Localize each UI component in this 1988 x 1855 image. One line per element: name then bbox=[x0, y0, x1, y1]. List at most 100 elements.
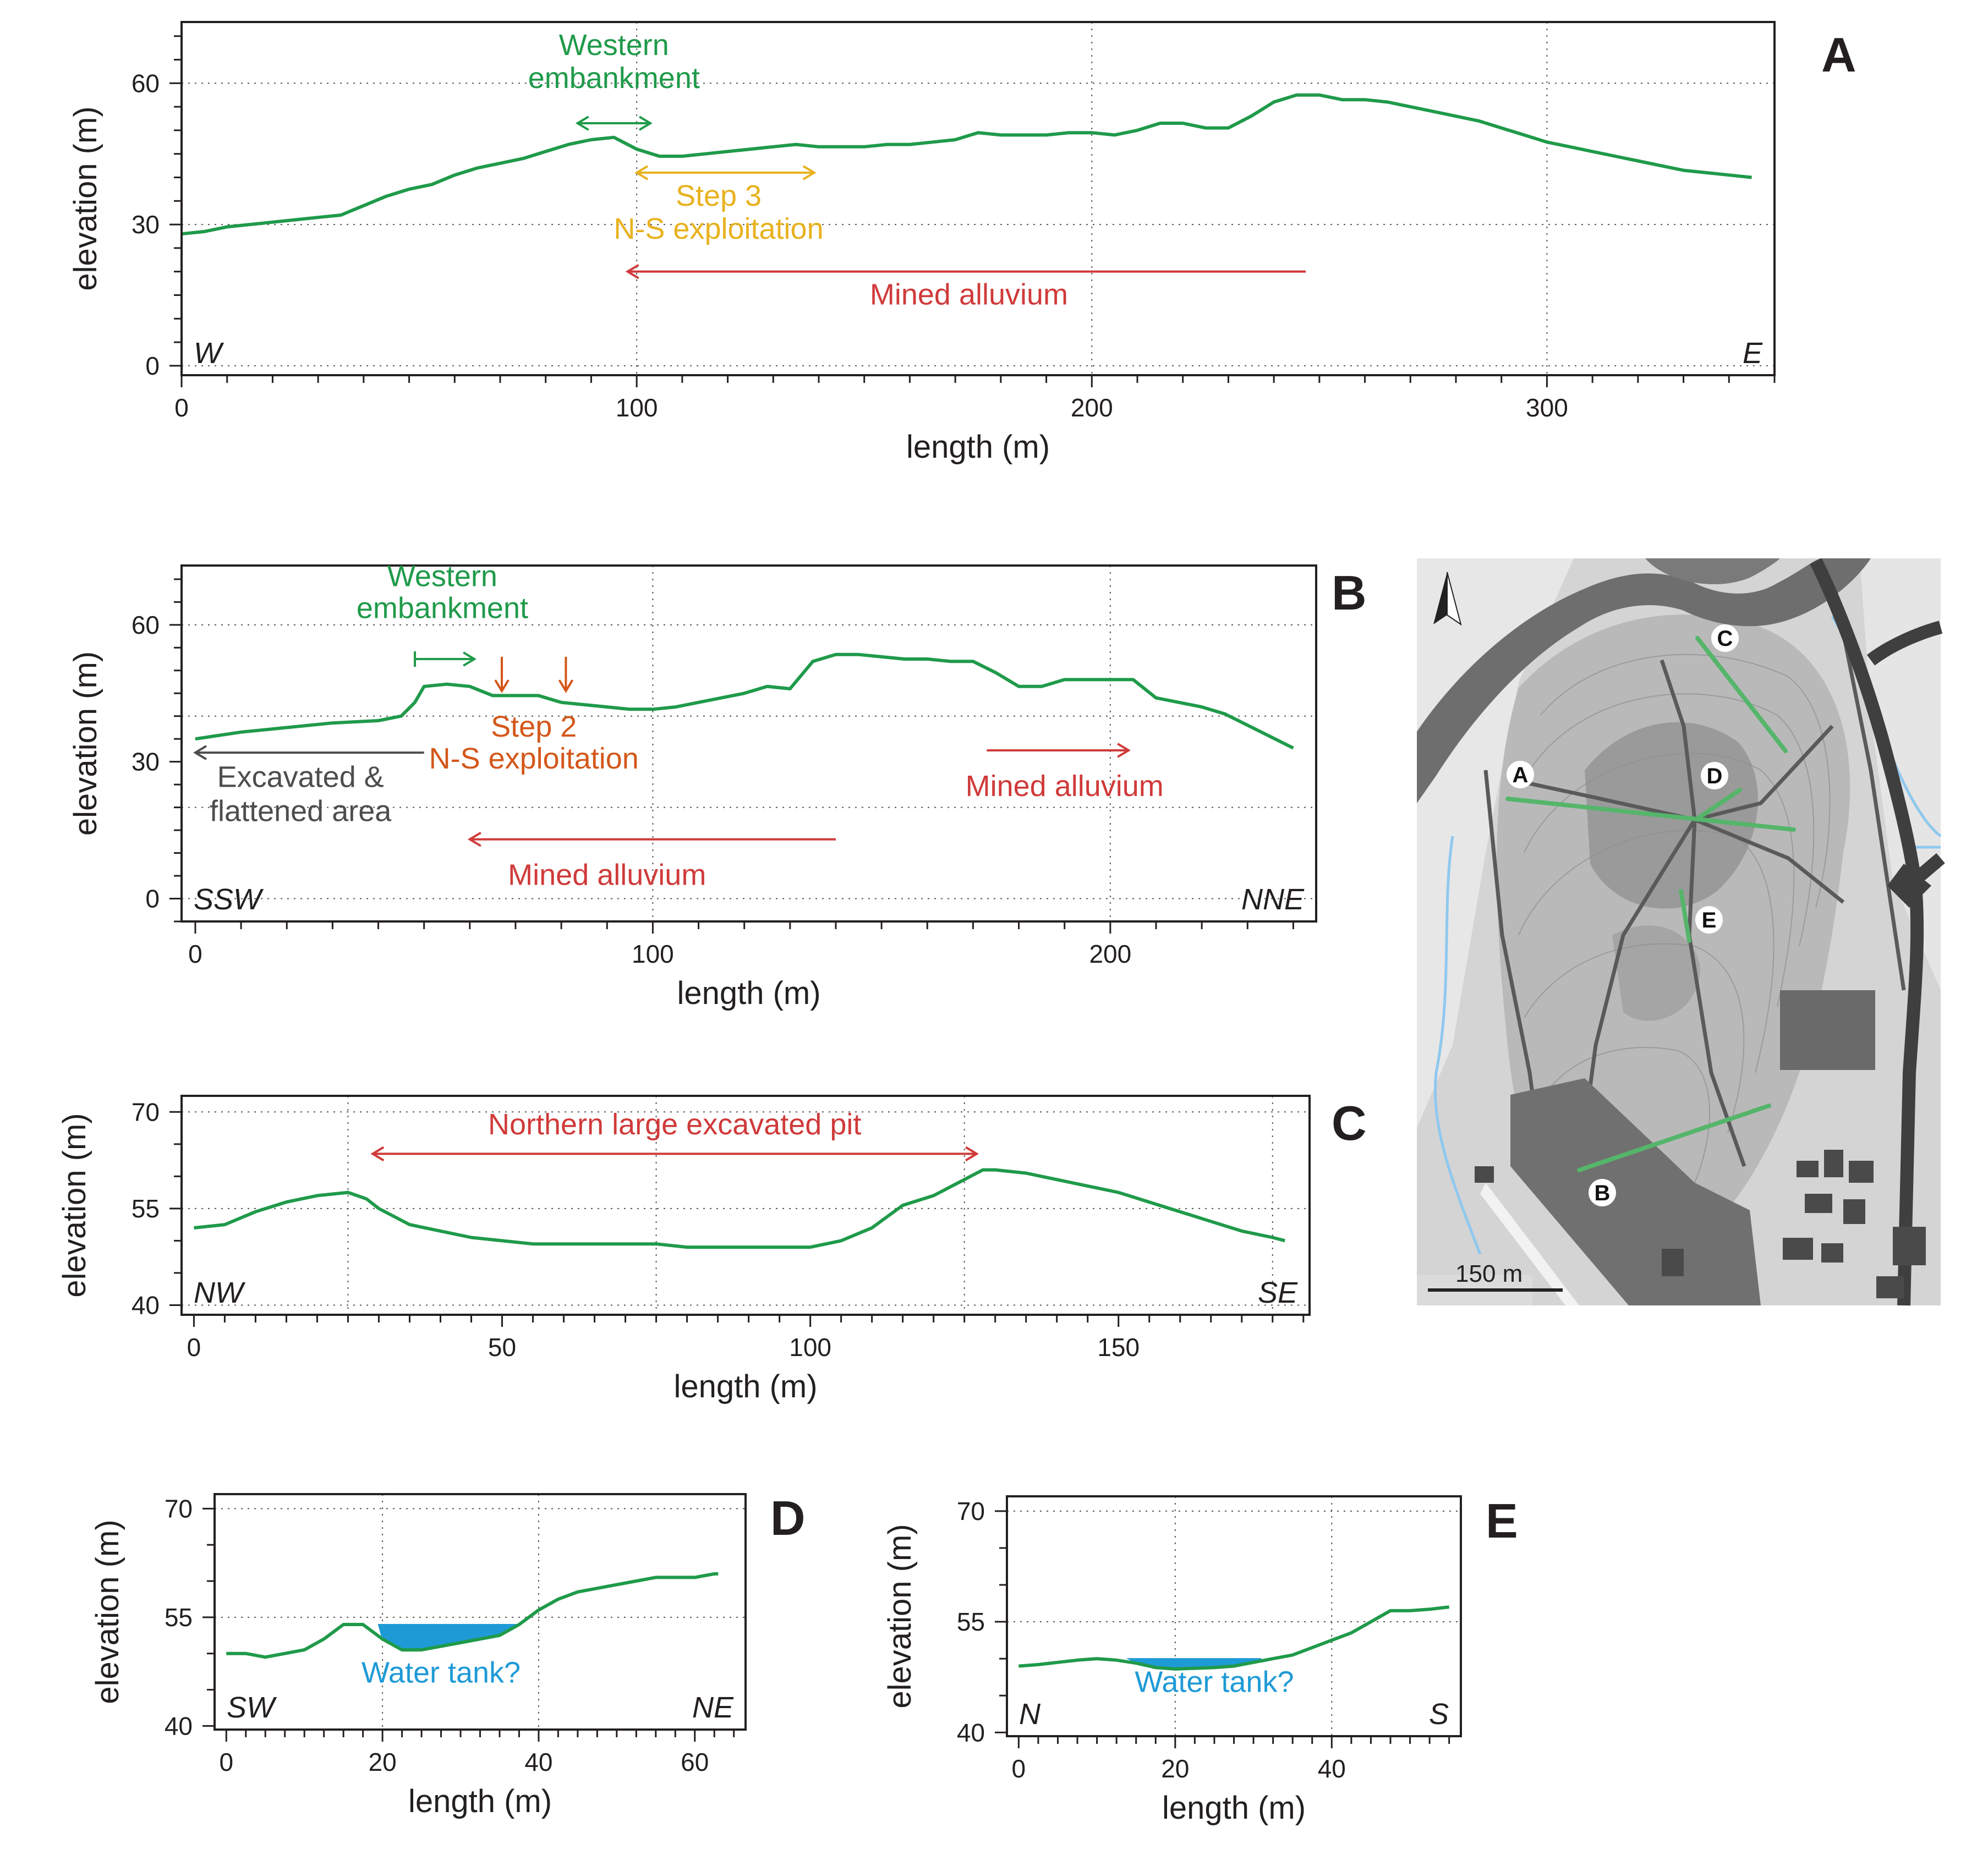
axis-ticks bbox=[169, 1111, 1305, 1327]
annotation-arrow-head bbox=[1117, 743, 1131, 758]
y-tick-label: 70 bbox=[132, 1097, 160, 1126]
plot-frame bbox=[180, 21, 1776, 376]
map-scale-bar: 150 m bbox=[1428, 1260, 1563, 1292]
x-axis-label: length (m) bbox=[906, 429, 1050, 465]
map-profile-line-d bbox=[1695, 788, 1742, 821]
map-building-block bbox=[1780, 990, 1875, 1070]
profile-line bbox=[226, 1572, 719, 1659]
x-tick-label: 60 bbox=[681, 1748, 709, 1776]
y-tick-label: 40 bbox=[165, 1711, 193, 1740]
svg-text:B: B bbox=[1595, 1181, 1611, 1205]
map-profile-line-a bbox=[1505, 797, 1796, 832]
annotation-arrow-head bbox=[802, 165, 817, 180]
panel-e: 0 20 40 40 55 70 length (m) elevation (m) N S E Wat… bbox=[882, 1494, 1518, 1826]
y-axis-label: elevation (m) bbox=[68, 651, 103, 836]
x-tick-label: 100 bbox=[632, 940, 674, 968]
direction-left-label: W bbox=[194, 337, 224, 370]
map-profile-line-c bbox=[1695, 636, 1788, 753]
annotation-arrow-head bbox=[370, 1146, 385, 1162]
axis-ticks bbox=[202, 1507, 735, 1742]
map-buildings bbox=[1475, 1150, 1926, 1298]
svg-text:A: A bbox=[1513, 763, 1529, 787]
map-river-bend bbox=[1645, 558, 1780, 585]
grid-lines bbox=[182, 566, 1316, 921]
annotation-arrow-head bbox=[965, 1146, 979, 1162]
profile-line bbox=[195, 652, 1294, 750]
annotation-arrow-head bbox=[638, 116, 653, 131]
annotation: Mined alluvium bbox=[467, 831, 836, 892]
grid-lines bbox=[1007, 1496, 1461, 1736]
x-tick-label: 100 bbox=[616, 393, 658, 422]
grid-lines bbox=[215, 1494, 746, 1730]
panel-b: 0 100 200 0 30 60 length (m) elevation (m) SSW NN… bbox=[68, 559, 1367, 1011]
direction-left-label: N bbox=[1019, 1698, 1041, 1731]
annotation: Mined alluvium bbox=[966, 743, 1164, 803]
y-axis-label: elevation (m) bbox=[57, 1113, 92, 1297]
north-arrow-icon bbox=[1433, 572, 1462, 626]
x-tick-label: 50 bbox=[488, 1333, 516, 1362]
panel-a: 0 100 200 300 0 30 60 length (m) elevation (m) W E… bbox=[68, 21, 1856, 465]
annotation-arrow-head bbox=[467, 831, 481, 847]
x-tick-label: 0 bbox=[187, 1333, 201, 1362]
annotation-arrow-head bbox=[558, 679, 574, 693]
map-profile-line-b bbox=[1577, 1104, 1771, 1172]
annotation-label: N-S exploitation bbox=[429, 742, 639, 775]
map-label-a: A bbox=[1507, 761, 1534, 788]
x-tick-label: 40 bbox=[524, 1748, 552, 1776]
annotation-label: embankment bbox=[357, 591, 528, 624]
x-tick-label: 0 bbox=[188, 940, 202, 968]
annotation-label: Mined alluvium bbox=[870, 278, 1068, 311]
map-scale-label: 150 m bbox=[1455, 1260, 1523, 1287]
annotation: Step 3N-S exploitation bbox=[614, 165, 824, 245]
annotation-label: Mined alluvium bbox=[966, 770, 1164, 803]
annotation: Step 2N-S exploitation bbox=[429, 656, 639, 775]
y-axis-label: elevation (m) bbox=[68, 106, 103, 290]
x-axis-label: length (m) bbox=[673, 1369, 817, 1404]
panel-c: 0 50 100 150 40 55 70 length (m) elevation (m) NW… bbox=[57, 1095, 1367, 1404]
map-inset: A B C D E 150 m bbox=[1417, 558, 1945, 1306]
svg-text:D: D bbox=[1707, 764, 1723, 788]
panel-letter: E bbox=[1486, 1494, 1518, 1548]
annotation-label: Water tank? bbox=[1135, 1666, 1294, 1699]
x-tick-label: 150 bbox=[1097, 1333, 1140, 1362]
annotation-label: embankment bbox=[528, 62, 700, 95]
map-junction bbox=[1887, 864, 1931, 908]
annotation-label: Mined alluvium bbox=[508, 859, 706, 892]
annotation-label: N-S exploitation bbox=[614, 212, 823, 245]
x-axis-label: length (m) bbox=[1162, 1790, 1306, 1826]
x-tick-label: 40 bbox=[1318, 1754, 1346, 1783]
y-axis-label: elevation (m) bbox=[90, 1519, 125, 1704]
y-tick-label: 70 bbox=[165, 1494, 193, 1523]
map-pit-area-south bbox=[1612, 925, 1700, 1021]
annotation-arrow-head bbox=[634, 165, 649, 180]
annotation: Water tank? bbox=[1135, 1666, 1294, 1699]
axis-ticks bbox=[995, 1510, 1450, 1748]
annotation-label: Water tank? bbox=[362, 1656, 521, 1689]
y-tick-label: 55 bbox=[165, 1603, 193, 1632]
y-axis-label: elevation (m) bbox=[882, 1524, 918, 1708]
profile-line bbox=[181, 93, 1752, 236]
x-tick-label: 200 bbox=[1071, 393, 1113, 422]
annotation-arrow-head bbox=[625, 264, 639, 279]
annotation-label: Excavated & bbox=[217, 760, 384, 793]
y-tick-label: 55 bbox=[132, 1194, 160, 1223]
y-tick-label: 40 bbox=[132, 1291, 160, 1319]
profile-line bbox=[1018, 1605, 1450, 1671]
plot-frame bbox=[180, 1095, 1311, 1316]
x-tick-label: 20 bbox=[1161, 1754, 1189, 1783]
map-label-b: B bbox=[1589, 1179, 1616, 1206]
y-tick-label: 0 bbox=[145, 352, 160, 380]
annotation: Excavated &flattened area bbox=[193, 745, 424, 828]
direction-right-label: SE bbox=[1258, 1276, 1298, 1309]
panel-d: 0 20 40 60 40 55 70 length (m) elevation (m) SW NE… bbox=[90, 1491, 806, 1819]
y-tick-label: 60 bbox=[132, 69, 160, 97]
direction-right-label: NE bbox=[692, 1691, 734, 1724]
annotation-label: Western bbox=[387, 559, 497, 592]
map-label-c: C bbox=[1711, 624, 1739, 652]
direction-left-label: SSW bbox=[194, 883, 264, 916]
x-tick-label: 0 bbox=[1012, 1754, 1026, 1783]
x-tick-label: 100 bbox=[789, 1333, 831, 1362]
x-tick-label: 20 bbox=[369, 1748, 397, 1776]
